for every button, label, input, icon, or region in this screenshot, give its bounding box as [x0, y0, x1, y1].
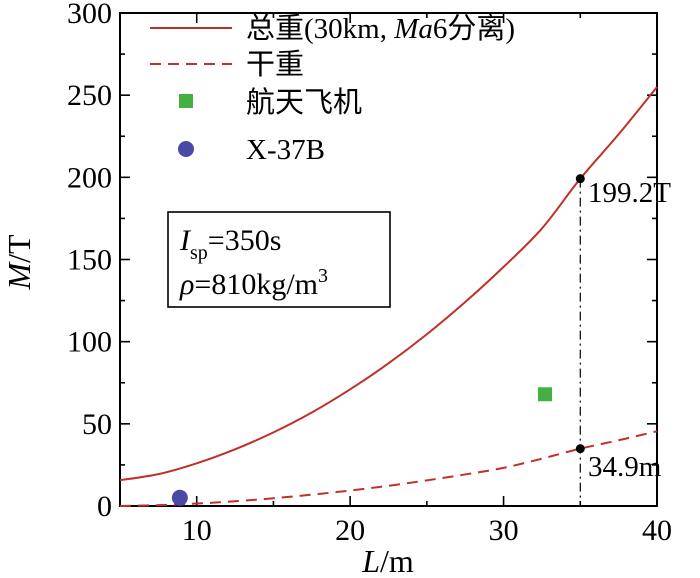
legend-swatch-x37b [178, 141, 194, 157]
x-tick-label: 10 [182, 514, 212, 547]
legend-swatch-shuttle [179, 94, 193, 108]
total-mass-curve [119, 86, 658, 482]
x-tick-label: 40 [642, 514, 672, 547]
y-tick-label: 250 [67, 79, 112, 112]
annotation-point-total [575, 174, 585, 184]
parameter-box: Isp=350s ρ=810kg/m3 [167, 211, 391, 308]
legend-label-dry: 干重 [246, 48, 304, 81]
isp-label: Isp=350s [179, 224, 281, 264]
x-tick-label: 30 [489, 514, 519, 547]
y-tick-label: 150 [67, 244, 112, 277]
annotation-point-dry [575, 444, 585, 454]
legend-label-x37b: X-37B [246, 134, 325, 166]
parameter-box-frame [167, 211, 391, 308]
y-tick-label: 100 [67, 326, 112, 359]
x-tick-label: 20 [335, 514, 365, 547]
annotation-total-mass: 199.2T [588, 177, 671, 209]
axis-ticks: 10 20 30 40 0 50 100 150 200 250 300 [67, 0, 672, 547]
data-curves [119, 86, 658, 507]
legend: 总重(30km, Ma6分离) 干重 航天飞机 X-37B [150, 12, 515, 166]
annotation-length: 34.9m [588, 451, 662, 483]
legend-label-total: 总重(30km, Ma6分离) [246, 12, 515, 45]
y-tick-label: 300 [67, 0, 112, 30]
y-tick-label: 0 [97, 490, 112, 523]
density-label: ρ=810kg/m3 [179, 265, 328, 301]
y-axis-title: M/T [1, 234, 37, 291]
x-axis-title: L/m [361, 543, 414, 578]
dry-mass-curve [119, 430, 658, 507]
y-tick-label: 200 [67, 161, 112, 194]
data-markers [171, 174, 585, 506]
y-tick-label: 50 [82, 408, 112, 441]
space-shuttle-point [537, 387, 552, 402]
x37b-point [171, 489, 188, 506]
legend-label-shuttle: 航天飞机 [246, 86, 362, 119]
